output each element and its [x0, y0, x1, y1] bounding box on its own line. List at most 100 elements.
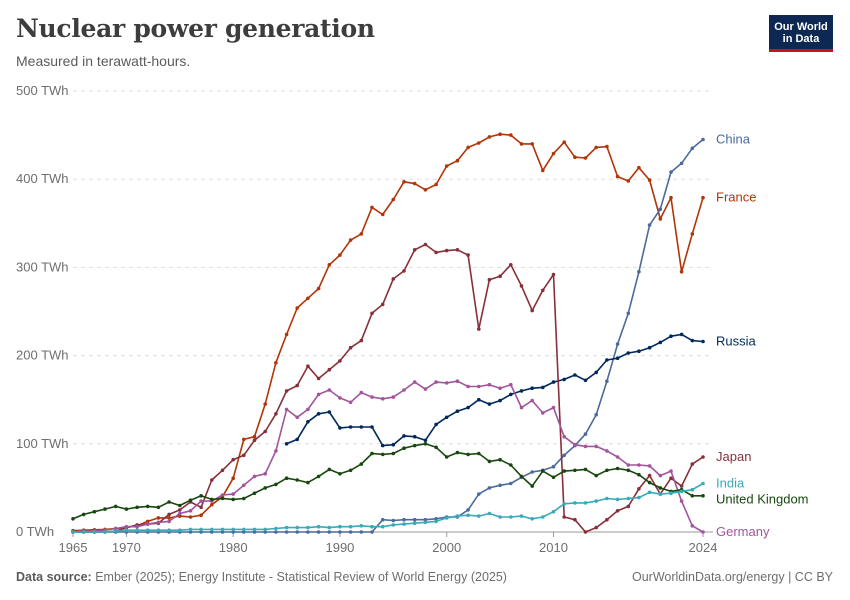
data-point-japan — [199, 505, 203, 510]
data-point-china — [327, 530, 332, 534]
data-point-india — [402, 522, 406, 526]
data-point-germany — [316, 392, 321, 397]
data-point-japan — [509, 263, 513, 267]
series-line-russia — [286, 333, 704, 447]
x-tick-label: 2000 — [432, 540, 461, 555]
data-point-france — [444, 164, 449, 168]
data-point-france — [530, 142, 534, 146]
data-point-japan — [487, 277, 492, 282]
data-point-germany — [220, 493, 225, 497]
data-point-united-kingdom — [615, 466, 620, 471]
data-point-france — [156, 516, 161, 520]
data-point-india — [327, 525, 332, 530]
data-point-france — [690, 232, 695, 236]
series-line-india — [73, 482, 704, 533]
data-point-china — [210, 530, 214, 534]
data-point-japan — [359, 338, 364, 343]
series-line-japan — [73, 243, 704, 533]
data-point-india — [658, 492, 663, 496]
data-point-china — [530, 470, 534, 474]
data-point-germany — [348, 400, 353, 405]
data-point-germany — [338, 396, 342, 400]
data-point-united-kingdom — [327, 467, 332, 472]
data-point-china — [370, 530, 374, 534]
data-point-united-kingdom — [466, 452, 470, 457]
data-point-china — [295, 530, 300, 534]
data-point-china — [274, 530, 278, 534]
data-point-india — [135, 528, 139, 532]
data-point-russia — [690, 338, 695, 343]
data-point-india — [178, 528, 182, 532]
data-source-text[interactable]: Ember (2025); Energy Institute - Statist… — [95, 570, 507, 584]
data-point-china — [466, 508, 470, 512]
data-point-germany — [391, 395, 396, 399]
data-point-germany — [359, 390, 364, 395]
data-point-japan — [573, 517, 577, 522]
data-point-japan — [423, 242, 428, 247]
data-point-japan — [402, 269, 406, 273]
data-point-russia — [530, 386, 534, 391]
data-point-germany — [242, 483, 246, 488]
data-point-france — [370, 205, 374, 210]
data-point-germany — [263, 472, 268, 476]
series-line-germany — [72, 380, 704, 533]
data-point-china — [412, 517, 417, 522]
data-point-india — [92, 530, 97, 534]
data-point-india — [103, 530, 107, 534]
data-point-france — [509, 133, 513, 137]
data-point-russia — [583, 378, 588, 383]
data-point-india — [519, 514, 524, 518]
data-point-france — [210, 502, 214, 507]
chart-title: Nuclear power generation — [16, 14, 375, 43]
data-point-germany — [113, 526, 118, 531]
data-point-germany — [188, 509, 193, 513]
data-point-china — [509, 481, 513, 486]
data-point-united-kingdom — [167, 500, 171, 504]
data-point-france — [477, 141, 481, 145]
data-point-france — [615, 174, 620, 179]
data-point-united-kingdom — [583, 467, 588, 472]
data-point-united-kingdom — [412, 443, 417, 448]
data-point-china — [220, 530, 225, 534]
data-point-united-kingdom — [487, 459, 492, 464]
data-point-china — [316, 530, 321, 534]
data-source-label: Data source: — [16, 570, 92, 584]
data-point-germany — [562, 434, 566, 439]
data-point-china — [199, 530, 203, 534]
data-point-united-kingdom — [455, 450, 460, 455]
data-point-china — [583, 432, 588, 436]
data-point-japan — [701, 455, 705, 459]
data-point-japan — [519, 284, 524, 288]
owid-logo[interactable]: Our World in Data — [769, 15, 833, 52]
data-point-japan — [615, 509, 620, 513]
data-point-united-kingdom — [605, 468, 609, 473]
data-point-india — [562, 502, 566, 506]
data-point-germany — [679, 499, 684, 503]
data-point-germany — [594, 444, 598, 449]
data-point-france — [679, 270, 684, 274]
data-point-russia — [615, 356, 620, 361]
data-point-france — [669, 195, 673, 200]
data-point-india — [455, 514, 460, 518]
data-point-germany — [306, 407, 310, 412]
data-point-china — [380, 517, 385, 522]
data-point-united-kingdom — [124, 507, 129, 511]
data-point-india — [434, 519, 438, 524]
data-point-japan — [338, 359, 342, 363]
x-tick-label: 1965 — [59, 540, 88, 555]
data-point-france — [423, 188, 428, 192]
data-point-germany — [434, 380, 438, 384]
data-point-japan — [637, 487, 641, 491]
data-point-japan — [306, 364, 310, 369]
data-point-germany — [124, 524, 129, 529]
data-point-japan — [530, 308, 534, 313]
data-point-germany — [444, 381, 449, 385]
data-point-germany — [498, 386, 502, 391]
data-point-india — [669, 491, 673, 496]
footer-url[interactable]: OurWorldinData.org/energy | CC BY — [631, 570, 833, 584]
data-point-united-kingdom — [647, 480, 652, 485]
data-point-france — [647, 178, 652, 182]
data-point-india — [145, 528, 150, 532]
data-point-germany — [583, 444, 588, 449]
